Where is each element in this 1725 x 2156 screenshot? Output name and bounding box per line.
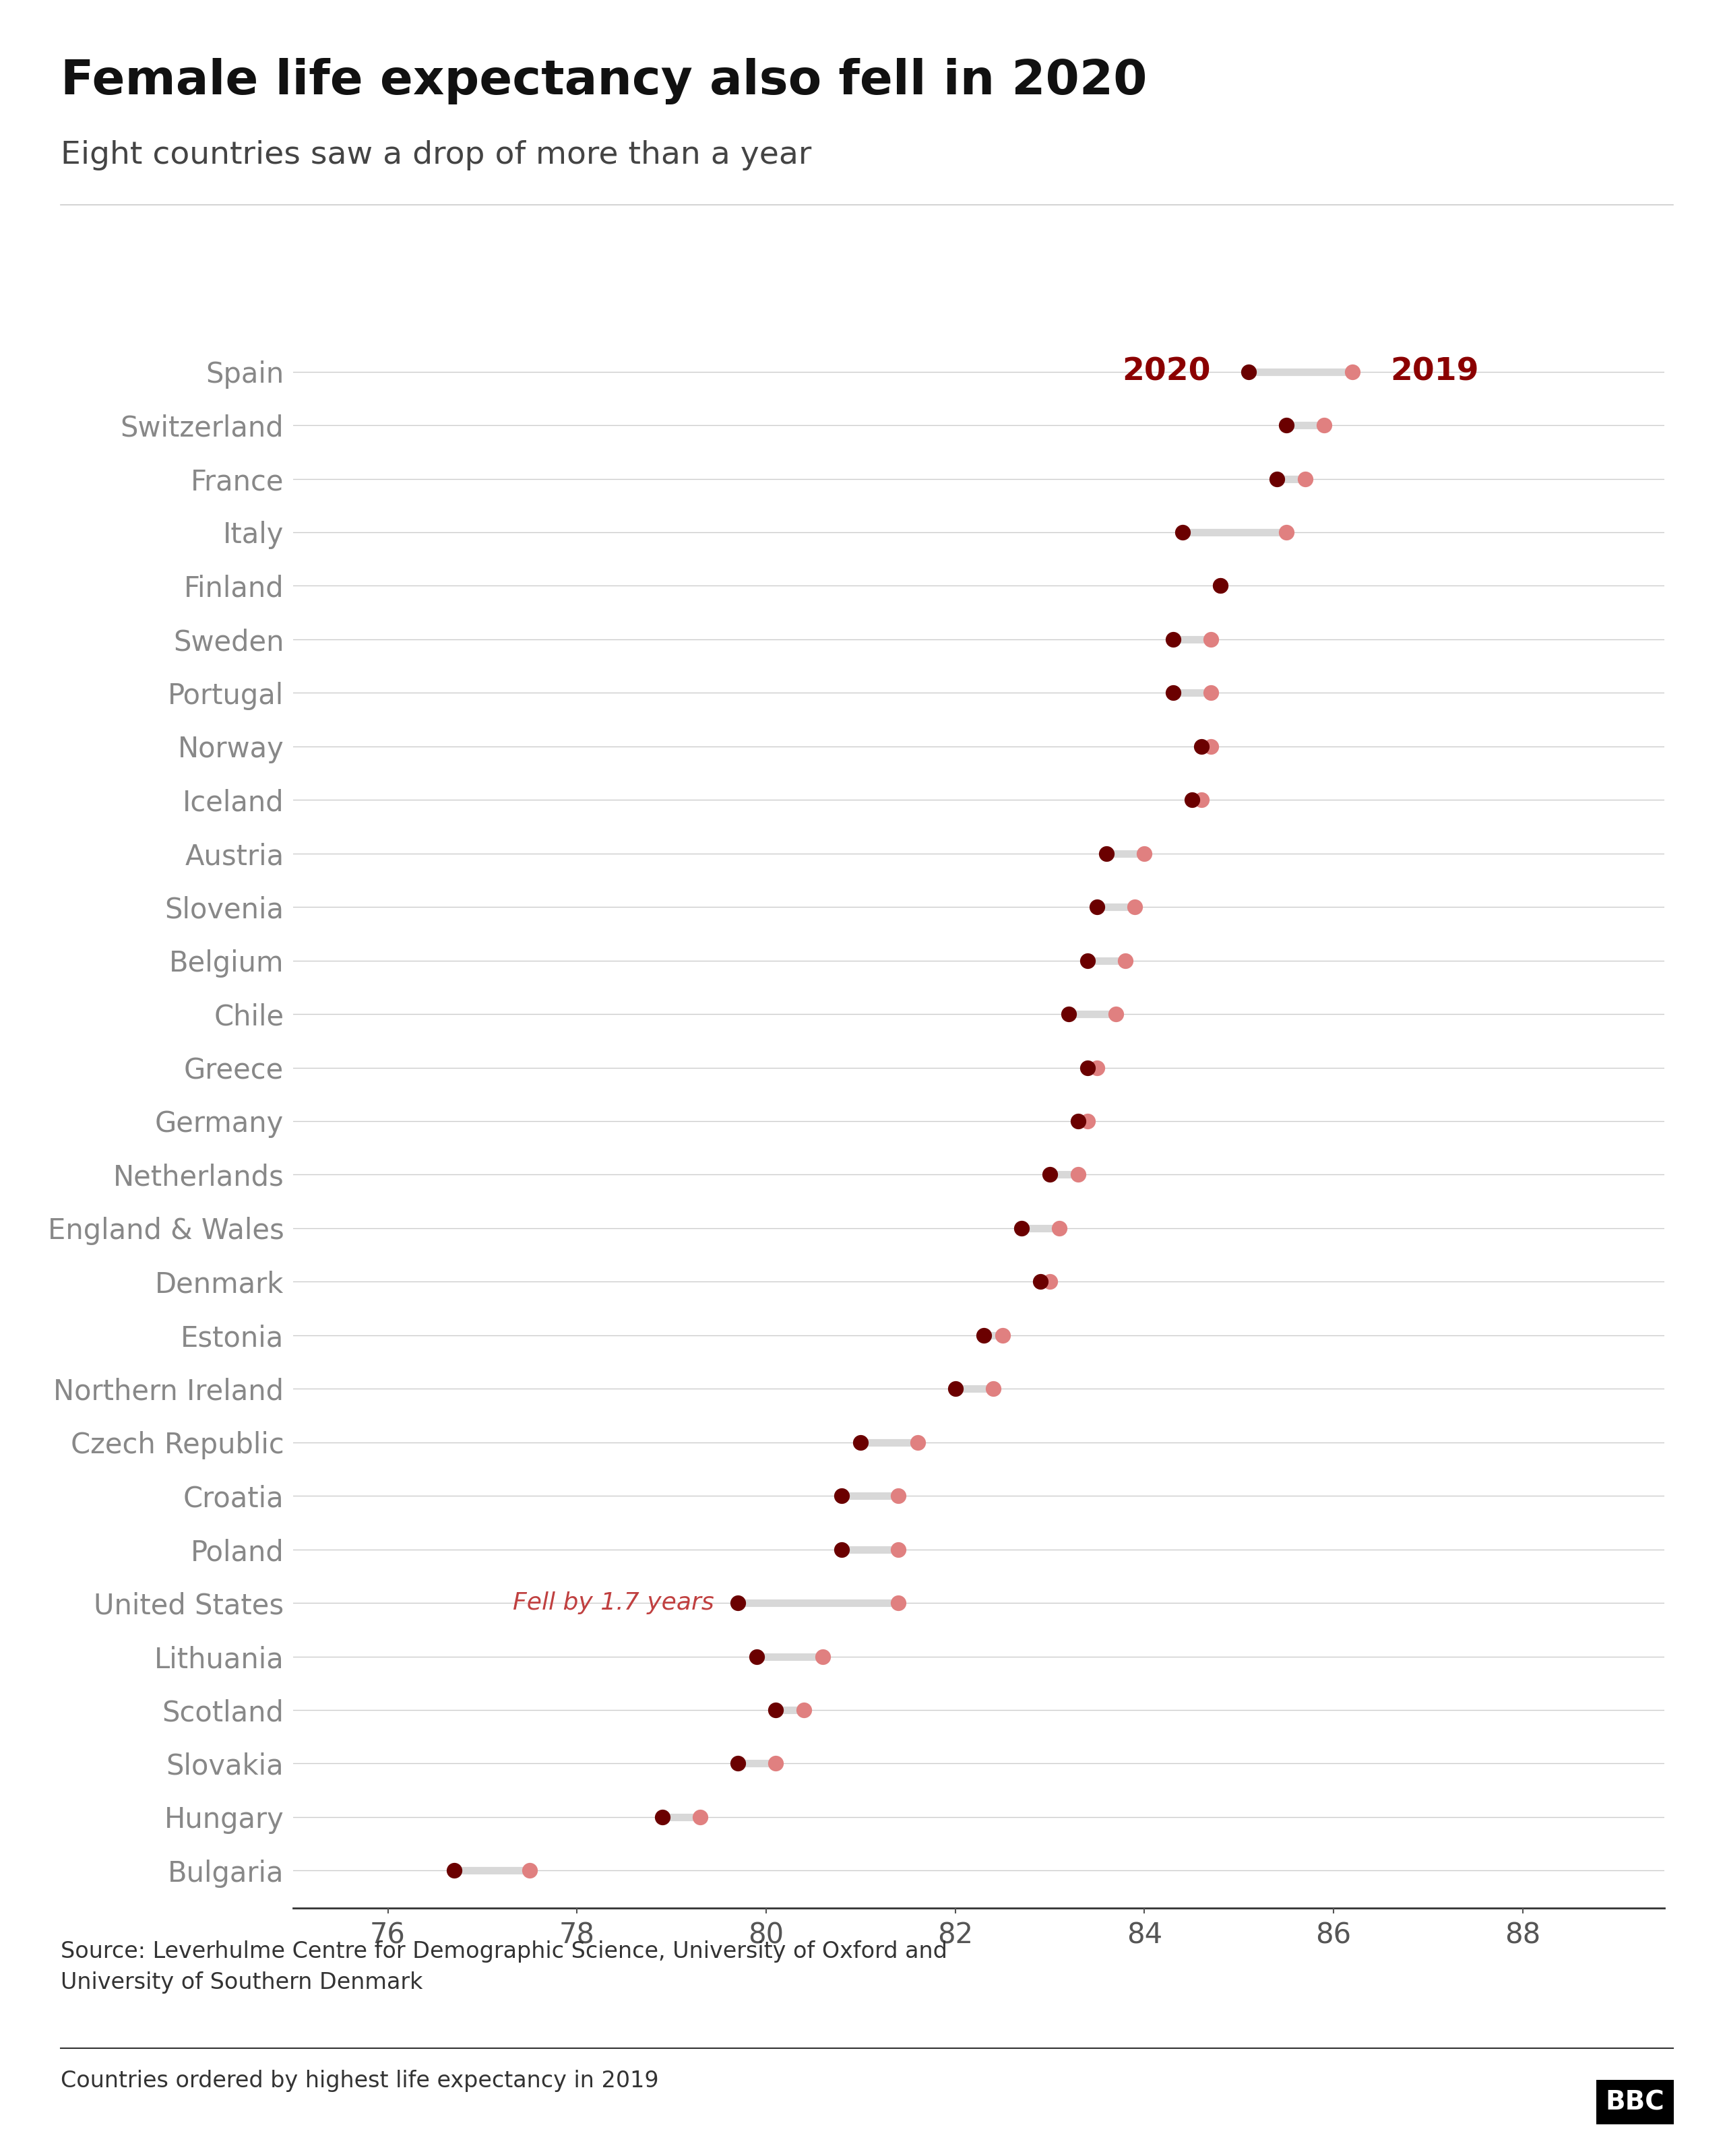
Point [1273, 515, 1301, 550]
Point [1094, 837, 1121, 871]
Point [1083, 890, 1111, 925]
Point [1311, 407, 1339, 442]
Point [649, 1800, 676, 1835]
Point [516, 1854, 543, 1889]
Point [1187, 783, 1214, 817]
Point [1263, 461, 1290, 496]
Point [1273, 407, 1301, 442]
Point [724, 1585, 752, 1619]
Text: Source: Leverhulme Centre for Demographic Science, University of Oxford and
Univ: Source: Leverhulme Centre for Demographi… [60, 1940, 947, 1994]
Point [1197, 729, 1225, 763]
Point [1075, 1050, 1102, 1084]
Point [828, 1533, 856, 1567]
Point [1197, 675, 1225, 709]
Text: BBC: BBC [1606, 2089, 1665, 2115]
Point [1178, 783, 1206, 817]
Point [1121, 890, 1149, 925]
Point [1187, 729, 1214, 763]
Point [847, 1425, 875, 1460]
Point [1064, 1158, 1092, 1192]
Point [1159, 623, 1187, 658]
Point [1159, 675, 1187, 709]
Point [1045, 1212, 1073, 1246]
Point [885, 1585, 913, 1619]
Text: Countries ordered by highest life expectancy in 2019: Countries ordered by highest life expect… [60, 2070, 659, 2091]
Point [687, 1800, 714, 1835]
Point [1056, 996, 1083, 1031]
Point [885, 1533, 913, 1567]
Point [1292, 461, 1320, 496]
Point [942, 1371, 969, 1406]
Point [762, 1746, 790, 1781]
Point [1102, 996, 1130, 1031]
Point [1007, 1212, 1035, 1246]
Point [828, 1479, 856, 1514]
Point [1339, 354, 1366, 388]
Text: 2020: 2020 [1121, 356, 1211, 386]
Point [1037, 1158, 1064, 1192]
Point [1083, 1050, 1111, 1084]
Point [1235, 354, 1263, 388]
Point [1168, 515, 1195, 550]
Point [1206, 569, 1233, 604]
Point [809, 1639, 837, 1673]
Point [1197, 623, 1225, 658]
Point [1075, 944, 1102, 979]
Text: 2019: 2019 [1390, 356, 1478, 386]
Point [904, 1425, 932, 1460]
Point [1064, 1104, 1092, 1138]
Point [980, 1371, 1007, 1406]
Point [440, 1854, 467, 1889]
Text: Female life expectancy also fell in 2020: Female life expectancy also fell in 2020 [60, 58, 1147, 106]
Point [743, 1639, 771, 1673]
Point [885, 1479, 913, 1514]
Point [988, 1317, 1016, 1352]
Point [1130, 837, 1157, 871]
Text: Eight countries saw a drop of more than a year: Eight countries saw a drop of more than … [60, 140, 811, 170]
Point [1075, 1104, 1102, 1138]
Point [724, 1746, 752, 1781]
Point [1111, 944, 1138, 979]
Text: Fell by 1.7 years: Fell by 1.7 years [512, 1591, 714, 1615]
Point [1206, 569, 1233, 604]
Point [969, 1317, 997, 1352]
Point [1037, 1263, 1064, 1298]
Point [762, 1692, 790, 1727]
Point [790, 1692, 818, 1727]
Point [1026, 1263, 1054, 1298]
